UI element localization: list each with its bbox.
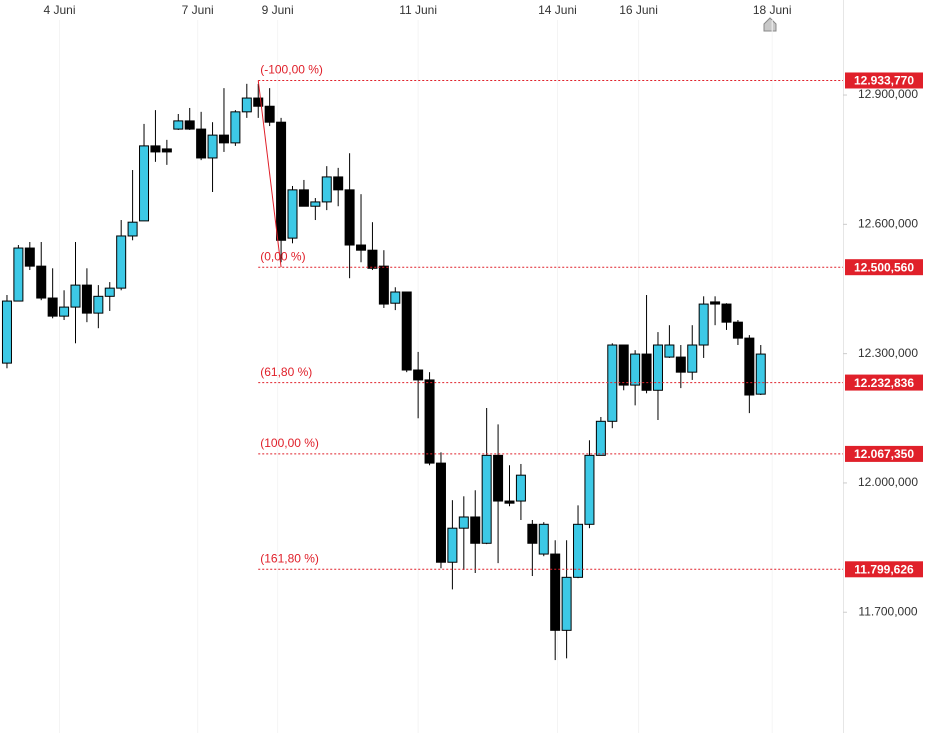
- candle-body: [721, 303, 732, 323]
- candle-body: [664, 344, 675, 358]
- candle-body: [527, 523, 538, 544]
- y-tick-label: 12.300,000: [858, 346, 918, 360]
- candle-body: [207, 134, 218, 159]
- candle-body: [24, 247, 35, 267]
- fib-value-badge: [845, 561, 923, 578]
- candle-body: [470, 516, 481, 544]
- candle-body: [641, 353, 652, 391]
- fib-value-badge: [845, 445, 923, 462]
- fib-value-badge: [845, 374, 923, 391]
- candle-body: [367, 249, 378, 269]
- candle-body: [447, 527, 458, 563]
- candle-body: [378, 265, 389, 305]
- x-tick-label: 4 Juni: [43, 3, 75, 17]
- candle-body: [59, 306, 70, 317]
- candle-body: [36, 265, 47, 299]
- candle-body: [230, 111, 241, 144]
- candle-body: [755, 353, 766, 395]
- candle-body: [413, 369, 424, 381]
- candle-body: [595, 420, 606, 456]
- x-tick-label: 16 Juni: [619, 3, 658, 17]
- candle-body: [321, 176, 332, 203]
- candle-body: [607, 344, 618, 422]
- candle-body: [390, 291, 401, 304]
- candle-body: [618, 344, 629, 386]
- candle-body: [652, 344, 663, 391]
- candle-body: [47, 297, 58, 317]
- candle-body: [458, 516, 469, 529]
- candle-body: [93, 295, 104, 314]
- candle-body: [481, 454, 492, 544]
- scroll-marker[interactable]: [763, 17, 777, 32]
- candle-body: [116, 235, 127, 289]
- x-tick-label: 9 Juni: [262, 3, 294, 17]
- candle-body: [184, 120, 195, 130]
- candle-body: [298, 189, 309, 207]
- candle-body: [104, 287, 115, 297]
- y-tick-label: 11.700,000: [858, 604, 917, 618]
- fib-level-label: (61,80 %): [260, 365, 312, 379]
- candle-body: [424, 379, 435, 464]
- candle-body: [744, 337, 755, 396]
- fib-level-label: (161,80 %): [260, 551, 319, 565]
- candle-body: [276, 121, 287, 241]
- fib-value-label: 12.067,350: [854, 447, 914, 461]
- candle-body: [630, 353, 641, 386]
- candle-body: [253, 97, 264, 107]
- candle-body: [561, 576, 572, 631]
- fib-value-label: 12.232,836: [854, 376, 914, 390]
- candle-body: [196, 128, 207, 159]
- candle-body: [515, 474, 526, 502]
- candle-body: [584, 454, 595, 525]
- candle-body: [435, 462, 446, 563]
- candle-body: [287, 189, 298, 239]
- candle-body: [333, 176, 344, 191]
- candle-body: [698, 303, 709, 346]
- candle-body: [70, 284, 81, 308]
- candle-body: [710, 301, 721, 305]
- candle-body: [675, 356, 686, 373]
- candle-body: [550, 553, 561, 631]
- x-tick-label: 14 Juni: [538, 3, 577, 17]
- candle-body: [150, 145, 161, 153]
- fib-value-label: 12.500,560: [854, 260, 914, 274]
- fib-value-badge: [845, 259, 923, 276]
- candle-body: [310, 201, 321, 207]
- fib-value-label: 12.933,770: [854, 74, 914, 88]
- candle-body: [264, 105, 275, 123]
- trend-line: [257, 80, 282, 268]
- candle-body: [218, 134, 229, 144]
- fib-value-badge: [845, 72, 923, 89]
- candle-body: [573, 523, 584, 578]
- candle-body: [538, 523, 549, 555]
- candle-body: [161, 148, 172, 153]
- candle-body: [127, 221, 138, 237]
- candle-body: [493, 454, 504, 502]
- x-tick-label: 11 Juni: [399, 3, 437, 17]
- fib-level-label: (-100,00 %): [260, 63, 323, 77]
- x-tick-label: 7 Juni: [182, 3, 214, 17]
- fib-value-label: 11.799,626: [854, 562, 914, 576]
- candle-body: [344, 189, 355, 246]
- candle-body: [732, 321, 743, 339]
- y-tick-label: 12.600,000: [858, 217, 918, 231]
- candle-body: [139, 145, 150, 222]
- candle-body: [173, 120, 184, 130]
- candle-body: [241, 97, 252, 113]
- candle-body: [1, 300, 12, 364]
- candle-body: [356, 244, 367, 251]
- y-tick-label: 12.000,000: [858, 475, 918, 489]
- candle-body: [504, 500, 515, 504]
- x-tick-label: 18 Juni: [753, 3, 792, 17]
- y-tick-label: 12.900,000: [858, 87, 918, 101]
- fib-level-label: (100,00 %): [260, 436, 319, 450]
- candle-body: [81, 284, 92, 314]
- candle-body: [401, 291, 412, 371]
- fib-level-label: (0,00 %): [260, 249, 305, 263]
- candle-body: [687, 344, 698, 373]
- candle-body: [13, 247, 24, 302]
